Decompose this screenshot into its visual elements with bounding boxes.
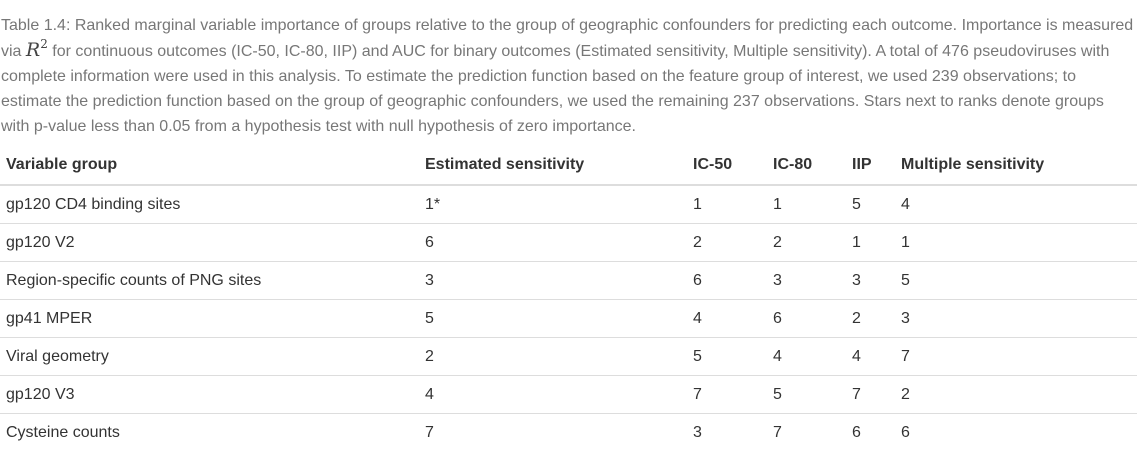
header-iip: IIP <box>846 146 895 186</box>
cell-estimated-sensitivity: 6 <box>419 223 687 262</box>
cell-ic50: 3 <box>693 423 702 441</box>
cell-ic80: 6 <box>767 299 846 338</box>
table-row: gp120 V3 4 7 5 7 2 <box>0 375 1137 414</box>
cell-ic80: 4 <box>767 337 846 376</box>
table-row: gp120 CD4 binding sites 1* 1 1 5 4 <box>0 185 1137 224</box>
cell-ic80: 3 <box>767 261 846 300</box>
cell-variable-group: gp120 CD4 binding sites <box>0 185 419 224</box>
cell-iip: 1 <box>846 223 895 262</box>
cell-estimated-sensitivity: 5 <box>419 299 687 338</box>
cell-iip: 5 <box>846 185 895 224</box>
cell-variable-group: Viral geometry <box>0 337 419 376</box>
table-row: gp41 MPER 5 4 6 2 3 <box>0 299 1137 338</box>
ranking-table: Variable group Estimated sensitivity IC-… <box>0 146 1137 451</box>
cell-ic80: 7 <box>773 423 782 441</box>
table-caption: Table 1.4: Ranked marginal variable impo… <box>1 13 1135 139</box>
cell-ic50: 5 <box>687 337 767 376</box>
math-base: R <box>25 39 41 61</box>
header-multiple-sensitivity: Multiple sensitivity <box>895 146 1137 186</box>
cell-multiple-sensitivity: 5 <box>895 261 1137 300</box>
cell-ic80: 5 <box>767 375 846 414</box>
header-row: Variable group Estimated sensitivity IC-… <box>0 146 1137 186</box>
table-row: Viral geometry 2 5 4 4 7 <box>0 337 1137 376</box>
cell-multiple-sensitivity: 1 <box>895 223 1137 262</box>
cell-multiple-sensitivity: 6 <box>901 423 910 441</box>
cell-iip: 6 <box>852 423 861 441</box>
cell-estimated-sensitivity: 3 <box>419 261 687 300</box>
cell-iip: 4 <box>846 337 895 376</box>
cell-iip: 2 <box>846 299 895 338</box>
table-row: gp120 V2 6 2 2 1 1 <box>0 223 1137 262</box>
cell-multiple-sensitivity: 4 <box>895 185 1137 224</box>
cell-iip: 3 <box>846 261 895 300</box>
cell-multiple-sensitivity: 2 <box>895 375 1137 414</box>
caption-text-after: for continuous outcomes (IC-50, IC-80, I… <box>1 43 1110 135</box>
cell-variable-group: gp120 V3 <box>0 375 419 414</box>
cell-ic80: 1 <box>767 185 846 224</box>
header-variable-group: Variable group <box>0 146 419 186</box>
cell-ic50: 4 <box>687 299 767 338</box>
cell-variable-group: gp120 V2 <box>0 223 419 262</box>
cell-estimated-sensitivity: 7 <box>425 423 434 441</box>
caption-text-before: Table 1.4: Ranked marginal variable impo… <box>1 17 1134 60</box>
cell-ic50: 2 <box>687 223 767 262</box>
cell-multiple-sensitivity: 7 <box>895 337 1137 376</box>
header-ic80: IC-80 <box>767 146 846 186</box>
header-estimated-sensitivity: Estimated sensitivity <box>419 146 687 186</box>
header-ic50: IC-50 <box>687 146 767 186</box>
cell-variable-group: Region-specific counts of PNG sites <box>0 261 419 300</box>
cell-estimated-sensitivity: 2 <box>419 337 687 376</box>
cell-variable-group: gp41 MPER <box>0 299 419 338</box>
cell-ic80: 2 <box>767 223 846 262</box>
table-row: Cysteine counts 7 3 7 6 6 <box>0 414 1137 452</box>
cell-variable-group: Cysteine counts <box>6 423 120 441</box>
cell-estimated-sensitivity: 1* <box>419 185 687 224</box>
cell-ic50: 6 <box>687 261 767 300</box>
math-superscript: 2 <box>40 37 48 51</box>
cell-iip: 7 <box>846 375 895 414</box>
cell-estimated-sensitivity: 4 <box>419 375 687 414</box>
table-row: Region-specific counts of PNG sites 3 6 … <box>0 261 1137 300</box>
cell-ic50: 1 <box>687 185 767 224</box>
cell-ic50: 7 <box>687 375 767 414</box>
cell-multiple-sensitivity: 3 <box>895 299 1137 338</box>
r-squared-math: R2 <box>25 37 48 61</box>
